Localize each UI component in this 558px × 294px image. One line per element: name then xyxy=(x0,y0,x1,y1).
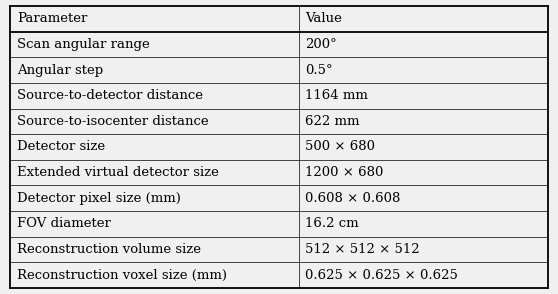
Text: 200°: 200° xyxy=(305,38,337,51)
Text: Extended virtual detector size: Extended virtual detector size xyxy=(17,166,219,179)
Text: 16.2 cm: 16.2 cm xyxy=(305,218,359,230)
Text: Angular step: Angular step xyxy=(17,64,103,76)
Text: Value: Value xyxy=(305,12,342,25)
Text: Parameter: Parameter xyxy=(17,12,87,25)
Text: 512 × 512 × 512: 512 × 512 × 512 xyxy=(305,243,420,256)
Text: Reconstruction volume size: Reconstruction volume size xyxy=(17,243,201,256)
Text: Source-to-detector distance: Source-to-detector distance xyxy=(17,89,203,102)
Text: 622 mm: 622 mm xyxy=(305,115,360,128)
Text: 0.625 × 0.625 × 0.625: 0.625 × 0.625 × 0.625 xyxy=(305,269,458,282)
Text: FOV diameter: FOV diameter xyxy=(17,218,110,230)
Text: 500 × 680: 500 × 680 xyxy=(305,141,375,153)
Text: Scan angular range: Scan angular range xyxy=(17,38,150,51)
Text: 1200 × 680: 1200 × 680 xyxy=(305,166,383,179)
Text: 1164 mm: 1164 mm xyxy=(305,89,368,102)
Text: Source-to-isocenter distance: Source-to-isocenter distance xyxy=(17,115,208,128)
Text: 0.5°: 0.5° xyxy=(305,64,333,76)
Text: Detector size: Detector size xyxy=(17,141,105,153)
Text: 0.608 × 0.608: 0.608 × 0.608 xyxy=(305,192,401,205)
Text: Detector pixel size (mm): Detector pixel size (mm) xyxy=(17,192,181,205)
Text: Reconstruction voxel size (mm): Reconstruction voxel size (mm) xyxy=(17,269,227,282)
